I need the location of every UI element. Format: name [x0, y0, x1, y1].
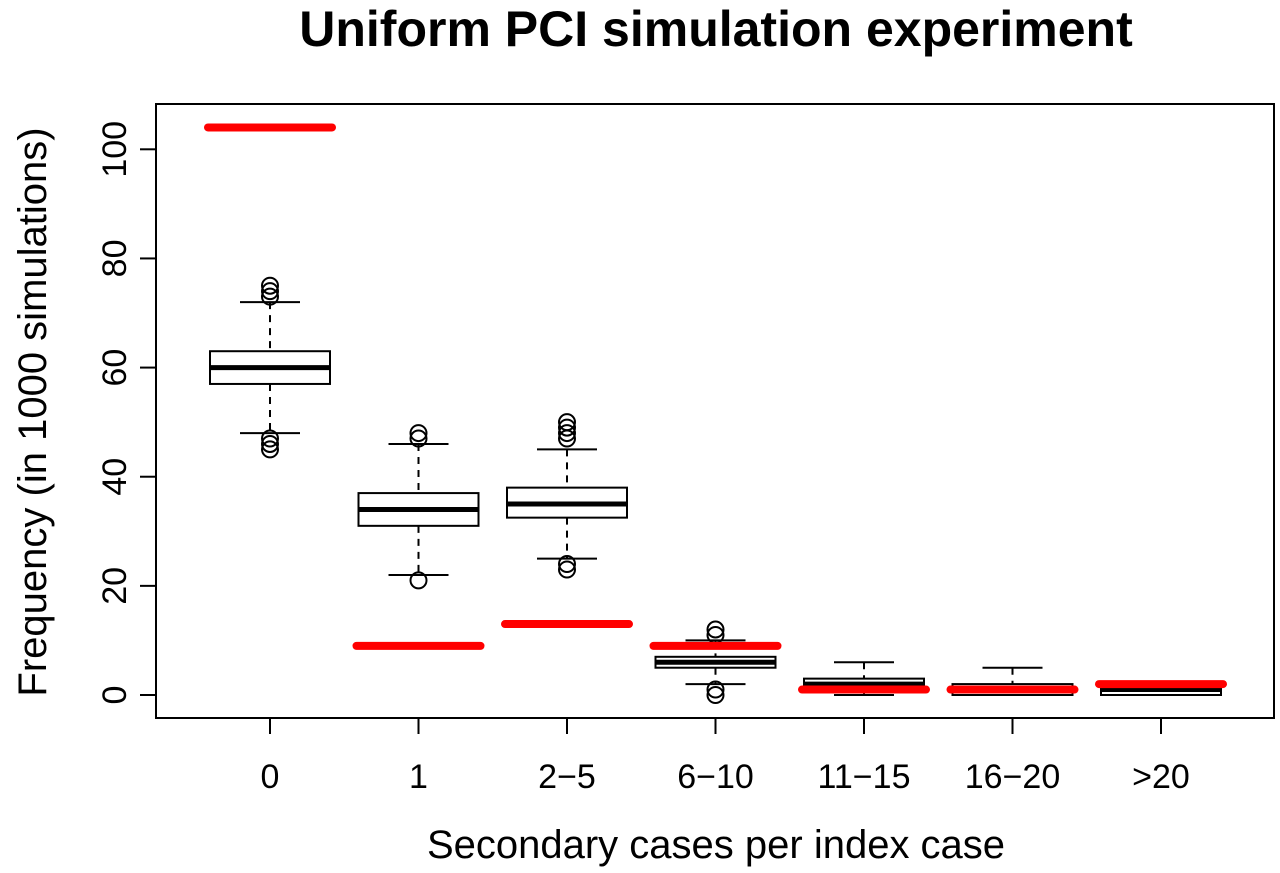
- outlier-point: [706, 620, 725, 639]
- outlier-point: [261, 434, 279, 453]
- outlier-point: [558, 424, 576, 443]
- outlier-point: [558, 560, 576, 579]
- x-tick-label: 2−5: [538, 758, 596, 796]
- y-tick-label: 0: [96, 686, 134, 705]
- outlier-point: [261, 440, 279, 459]
- outlier-point: [261, 287, 279, 306]
- plot-frame: [155, 103, 1275, 719]
- outlier-point: [409, 571, 428, 590]
- y-tick-label: 100: [96, 121, 134, 178]
- x-axis: 0 1 2−5 6−10 11−15 16−20 >20: [261, 717, 1190, 796]
- y-tick-label: 80: [96, 240, 134, 278]
- x-tick-label: >20: [1132, 758, 1190, 796]
- outlier-point: [261, 282, 279, 301]
- outlier-point: [409, 424, 428, 443]
- outlier-point: [558, 555, 576, 574]
- y-tick-label: 40: [96, 458, 134, 496]
- x-axis-label: Secondary cases per index case: [427, 823, 1005, 867]
- x-tick-label: 16−20: [965, 758, 1061, 796]
- chart-title: Uniform PCI simulation experiment: [299, 1, 1133, 57]
- outlier-point: [409, 429, 428, 448]
- y-axis-label: Frequency (in 1000 simulations): [11, 127, 55, 696]
- observed-layer: [204, 123, 1227, 694]
- outlier-point: [261, 429, 279, 448]
- y-tick-label: 20: [96, 567, 134, 605]
- outlier-point: [558, 413, 576, 432]
- box-1: [357, 424, 480, 590]
- x-tick-label: 0: [261, 758, 280, 796]
- x-tick-label: 6−10: [677, 758, 754, 796]
- y-axis: 0 20 40 60 80 100: [96, 121, 157, 705]
- box-0: [209, 276, 331, 459]
- outlier-point: [706, 680, 725, 699]
- box-4: [803, 661, 925, 696]
- boxes-layer: [209, 276, 1222, 704]
- box-3: [654, 620, 777, 704]
- x-tick-label: 1: [409, 758, 428, 796]
- x-tick-label: 11−15: [818, 758, 911, 796]
- box-2: [506, 413, 628, 579]
- y-tick-label: 60: [96, 349, 134, 387]
- outlier-point: [706, 686, 725, 704]
- outlier-point: [261, 276, 279, 295]
- outlier-point: [558, 418, 576, 437]
